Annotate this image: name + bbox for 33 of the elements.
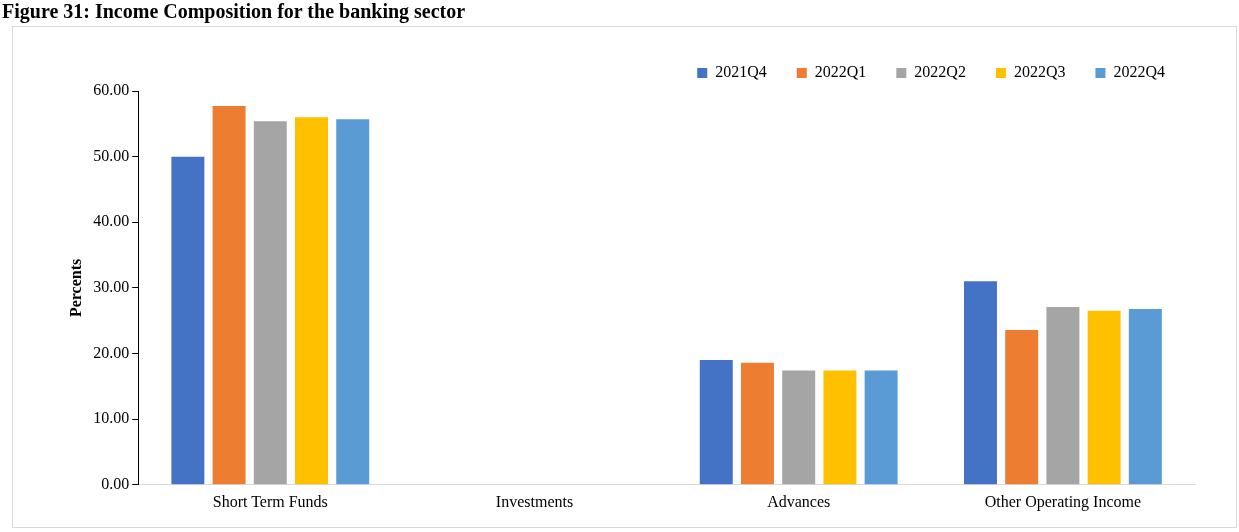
bar [171,156,205,485]
bar [699,360,733,485]
bar [1087,310,1121,485]
y-axis-title: Percents [66,258,84,318]
x-tick-label: Short Term Funds [212,492,328,510]
legend-label: 2022Q3 [1013,63,1066,81]
y-tick-label: 10.00 [93,409,130,427]
bar [823,370,857,485]
bar [963,281,997,485]
y-tick-label: 50.00 [93,146,130,164]
bar [864,370,898,485]
x-tick-label: Other Operating Income [984,492,1142,511]
bar [741,362,774,485]
y-tick-label: 20.00 [93,343,130,361]
bar [253,121,287,485]
bar [212,106,246,485]
y-tick-label: 0.00 [101,475,130,492]
y-tick-label: 40.00 [93,212,130,230]
bar [1128,308,1162,485]
x-tick-label: Investments [495,492,574,510]
bar [336,119,370,485]
bar [1005,329,1039,485]
bar [782,370,816,485]
chart-title: Figure 31: Income Composition for the banking sector [1,0,467,24]
legend-label: 2021Q4 [715,63,767,81]
y-tick-label: 60.00 [93,81,130,99]
legend-label: 2022Q4 [1113,63,1166,81]
x-tick-label: Advances [767,492,831,510]
legend-label: 2022Q1 [814,63,867,81]
bar [1046,306,1080,485]
bar [295,117,328,485]
y-tick-label: 30.00 [93,278,130,296]
legend-label: 2022Q2 [914,63,966,81]
